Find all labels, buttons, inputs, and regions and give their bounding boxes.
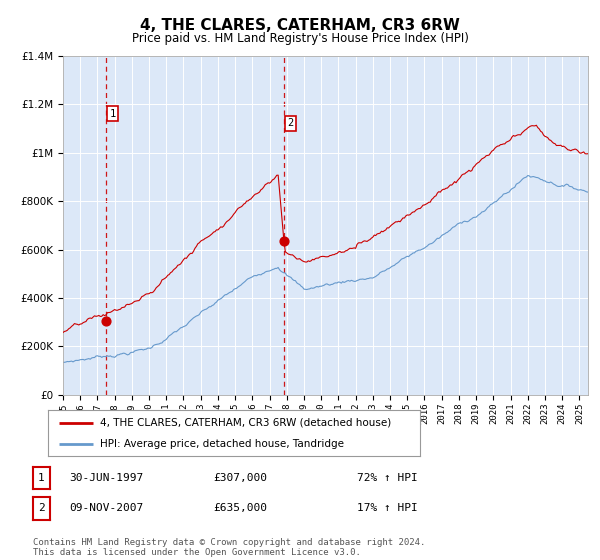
Text: 72% ↑ HPI: 72% ↑ HPI [357,473,418,483]
Text: 17% ↑ HPI: 17% ↑ HPI [357,503,418,514]
Text: 1: 1 [38,473,45,483]
Text: 4, THE CLARES, CATERHAM, CR3 6RW (detached house): 4, THE CLARES, CATERHAM, CR3 6RW (detach… [100,418,391,428]
Text: 2: 2 [287,118,294,128]
Text: HPI: Average price, detached house, Tandridge: HPI: Average price, detached house, Tand… [100,439,344,449]
Point [101,316,111,325]
Text: Price paid vs. HM Land Registry's House Price Index (HPI): Price paid vs. HM Land Registry's House … [131,32,469,45]
Text: 30-JUN-1997: 30-JUN-1997 [69,473,143,483]
Text: £307,000: £307,000 [213,473,267,483]
Text: 2: 2 [38,503,45,514]
Text: Contains HM Land Registry data © Crown copyright and database right 2024.
This d: Contains HM Land Registry data © Crown c… [33,538,425,557]
Text: 4, THE CLARES, CATERHAM, CR3 6RW: 4, THE CLARES, CATERHAM, CR3 6RW [140,18,460,33]
Text: £635,000: £635,000 [213,503,267,514]
Point [280,237,289,246]
Text: 09-NOV-2007: 09-NOV-2007 [69,503,143,514]
Text: 1: 1 [109,109,116,119]
